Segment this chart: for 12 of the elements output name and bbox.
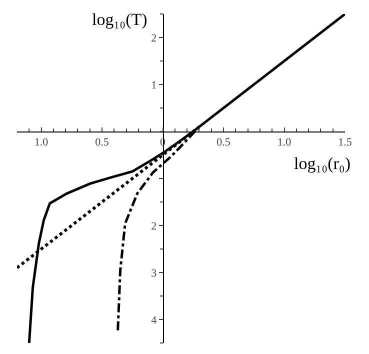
- x-tick-label: 1.0: [34, 136, 49, 149]
- x-tick-label: 0.5: [216, 136, 231, 149]
- y-tick-label: 1: [151, 79, 157, 92]
- x-tick-label: 1.0: [277, 136, 292, 149]
- x-tick-label: 1.5: [338, 136, 352, 149]
- y-tick-label: 2: [151, 220, 157, 232]
- x-tick-label: 0.5: [95, 136, 110, 149]
- x-axis-title: log₁₀(r₀): [294, 154, 350, 173]
- y-axis-title: log₁₀(T): [92, 10, 148, 29]
- y-tick-label: 3: [151, 267, 158, 280]
- y-tick-label: 2: [151, 32, 157, 44]
- y-tick-label: 4: [151, 314, 158, 326]
